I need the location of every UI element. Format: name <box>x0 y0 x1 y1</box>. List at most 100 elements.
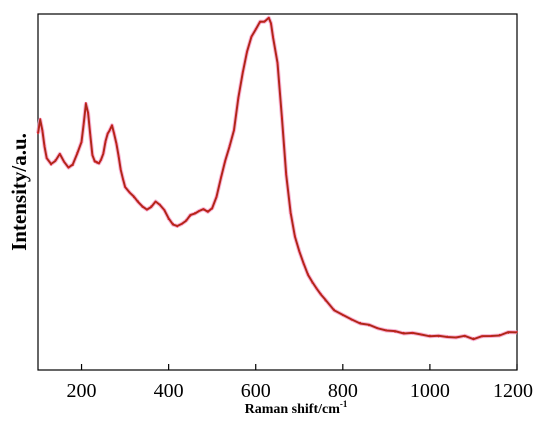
data-point <box>446 335 449 338</box>
data-point <box>193 212 196 214</box>
data-point <box>272 35 274 38</box>
y-axis-label: Intensity/a.u. <box>7 133 31 251</box>
series-layer <box>36 15 518 342</box>
data-point <box>63 160 65 163</box>
data-point <box>43 144 46 147</box>
data-point <box>132 196 135 199</box>
data-point <box>54 159 57 161</box>
data-point <box>91 153 94 156</box>
data-point <box>307 273 309 275</box>
data-point <box>224 160 227 163</box>
data-point <box>185 219 188 222</box>
data-point <box>289 212 292 215</box>
data-point <box>172 222 174 225</box>
data-point <box>82 123 85 126</box>
data-point <box>276 62 279 65</box>
data-point <box>113 132 116 135</box>
data-point <box>104 141 107 144</box>
x-tick-label-400: 400 <box>154 380 184 402</box>
data-point <box>85 102 87 104</box>
data-point <box>176 225 179 228</box>
data-point <box>67 166 70 169</box>
data-point <box>198 210 201 212</box>
data-point <box>108 128 111 131</box>
data-point <box>507 332 510 334</box>
data-point <box>71 164 74 167</box>
data-point <box>124 185 126 188</box>
data-point <box>472 337 475 340</box>
data-point <box>270 23 272 25</box>
data-point <box>241 71 244 73</box>
data-point <box>122 178 124 181</box>
data-point <box>76 151 79 154</box>
data-point <box>106 132 109 135</box>
data-point <box>41 130 44 133</box>
data-point <box>39 118 42 120</box>
data-point <box>89 134 92 136</box>
data-point <box>211 207 214 210</box>
data-point <box>498 333 501 336</box>
data-point <box>490 335 492 338</box>
x-tick-label-600: 600 <box>241 380 271 402</box>
data-point <box>267 17 270 19</box>
data-point <box>58 153 61 156</box>
data-point <box>324 299 327 302</box>
data-point <box>394 331 396 333</box>
data-point <box>45 157 48 160</box>
data-point <box>237 97 240 100</box>
data-point <box>180 223 183 225</box>
data-point <box>341 314 344 317</box>
data-point <box>263 20 266 22</box>
data-point <box>359 321 362 324</box>
data-point <box>302 263 305 265</box>
data-point <box>259 21 261 24</box>
data-point <box>294 234 296 237</box>
x-tick-label-1200: 1200 <box>493 380 533 402</box>
data-point <box>315 287 318 290</box>
data-point <box>298 250 301 253</box>
data-point <box>333 308 335 311</box>
data-point <box>163 208 166 211</box>
data-point <box>111 125 113 127</box>
data-point <box>93 160 96 163</box>
data-point <box>220 176 222 179</box>
data-point <box>150 205 153 208</box>
data-point <box>50 163 52 166</box>
x-tick-label-200: 200 <box>67 380 97 402</box>
data-point <box>98 162 100 165</box>
data-point <box>119 168 122 170</box>
data-point <box>437 335 440 338</box>
data-point <box>376 327 379 329</box>
data-point <box>402 331 405 334</box>
data-point <box>250 35 253 38</box>
data-point <box>463 335 466 338</box>
data-point <box>350 318 353 321</box>
data-point <box>117 155 120 158</box>
data-point <box>215 196 218 198</box>
x-axis-label-superscript: -1 <box>340 399 348 409</box>
data-point <box>102 151 105 154</box>
data-point <box>115 143 118 145</box>
x-tick-label-1000: 1000 <box>410 380 450 402</box>
data-point <box>285 173 288 176</box>
data-point <box>167 218 170 221</box>
data-point <box>37 132 39 135</box>
data-point <box>146 208 148 211</box>
data-point <box>429 334 431 337</box>
data-point <box>368 324 370 327</box>
data-point <box>281 116 283 119</box>
data-point <box>228 144 231 147</box>
x-ticks <box>80 364 518 370</box>
plot-frame <box>37 13 518 371</box>
x-tick-labels: 200 400 600 800 1000 1200 <box>67 380 533 402</box>
data-point <box>154 201 157 204</box>
data-point <box>137 200 140 203</box>
data-point <box>411 332 414 335</box>
data-point <box>159 203 161 206</box>
data-point <box>420 333 423 336</box>
data-point <box>87 112 89 115</box>
data-point <box>95 160 98 163</box>
data-point <box>516 331 518 333</box>
data-point <box>246 51 248 54</box>
